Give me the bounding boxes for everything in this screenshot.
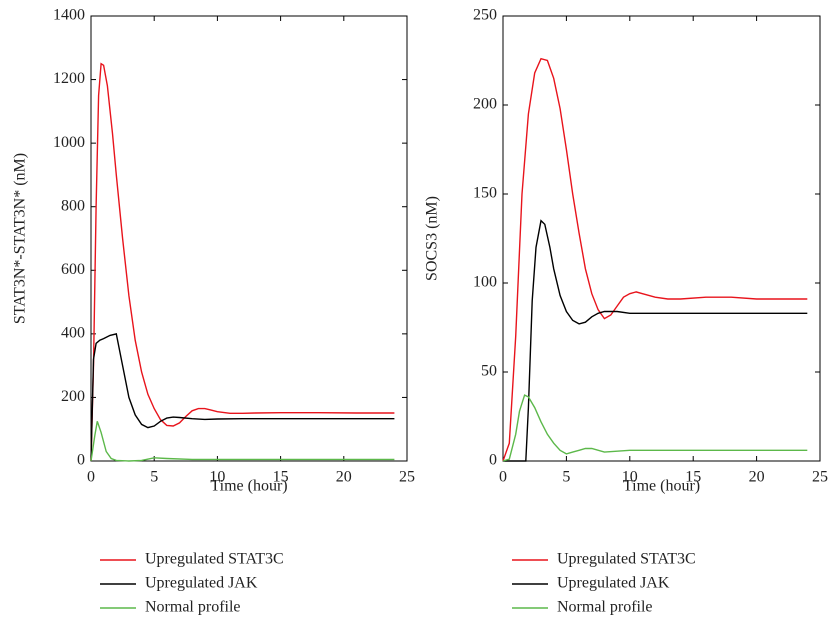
y-axis-label: STAT3N*-STAT3N* (nM) <box>12 153 29 324</box>
legend-label: Upregulated STAT3C <box>145 551 284 568</box>
y-tick-label: 250 <box>473 7 497 24</box>
data-line <box>90 62 395 462</box>
y-tick-label: 800 <box>61 197 85 214</box>
y-tick-label: 400 <box>61 325 85 342</box>
x-tick-label: 10 <box>209 469 225 486</box>
y-tick-label: 200 <box>61 388 85 405</box>
legend-label: Upregulated JAK <box>145 575 258 592</box>
legend-label: Upregulated STAT3C <box>557 551 696 568</box>
x-tick-label: 0 <box>87 469 95 486</box>
legend-label: Normal profile <box>145 599 241 616</box>
y-tick-label: 1000 <box>53 134 85 151</box>
x-tick-label: 5 <box>562 469 570 486</box>
legend-label: Normal profile <box>557 599 653 616</box>
y-tick-label: 150 <box>473 185 497 202</box>
y-tick-label: 0 <box>489 452 497 469</box>
x-axis-label: Time (hour) <box>210 478 287 495</box>
data-line <box>502 57 808 462</box>
data-line <box>502 394 808 462</box>
x-tick-label: 5 <box>150 469 158 486</box>
y-tick-label: 1200 <box>53 70 85 87</box>
data-line <box>90 421 395 462</box>
y-tick-label: 0 <box>77 452 85 469</box>
x-tick-label: 20 <box>749 469 765 486</box>
x-tick-label: 0 <box>499 469 507 486</box>
x-axis-label: Time (hour) <box>623 478 700 495</box>
legend-label: Upregulated JAK <box>557 575 670 592</box>
x-tick-label: 25 <box>812 469 828 486</box>
x-tick-label: 15 <box>685 469 701 486</box>
x-tick-label: 20 <box>336 469 352 486</box>
y-tick-label: 600 <box>61 261 85 278</box>
plot-frame <box>90 15 408 462</box>
y-tick-label: 200 <box>473 96 497 113</box>
y-tick-label: 1400 <box>53 7 85 24</box>
x-tick-label: 10 <box>622 469 638 486</box>
y-tick-label: 50 <box>481 363 497 380</box>
x-tick-label: 15 <box>273 469 289 486</box>
x-tick-label: 25 <box>399 469 415 486</box>
plot-frame <box>502 15 821 462</box>
data-line <box>90 333 395 462</box>
y-tick-label: 100 <box>473 274 497 291</box>
data-line <box>503 219 808 462</box>
y-axis-label: SOCS3 (nM) <box>424 196 441 281</box>
